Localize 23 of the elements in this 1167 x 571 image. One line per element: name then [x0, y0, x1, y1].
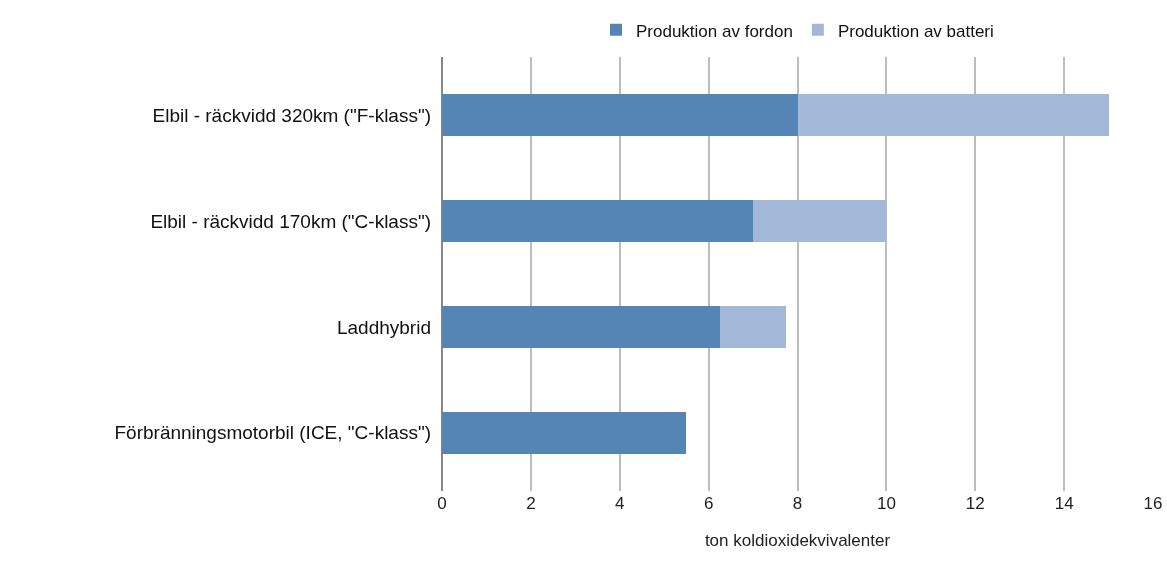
x-tick-label: 4 [615, 494, 625, 513]
x-axis-title: ton koldioxidekvivalenter [704, 531, 891, 551]
x-tick-label: 0 [437, 494, 447, 513]
x-tick-label: 2 [526, 494, 536, 513]
bar [719, 305, 787, 349]
x-tick-label: 14 [1054, 494, 1074, 513]
legend-label: Produktion av fordon [636, 21, 793, 41]
legend-label: Produktion av batteri [837, 21, 994, 41]
x-tick-label: 10 [876, 494, 896, 513]
x-tick-label: 6 [703, 494, 714, 513]
y-tick-label: Förbränningsmotorbil (ICE, "C-klass") [114, 422, 431, 444]
x-tick-label: 12 [965, 494, 985, 513]
bar [442, 305, 720, 349]
x-tick-label: 8 [792, 494, 803, 513]
bar [442, 199, 754, 243]
bar [442, 411, 687, 454]
bar [753, 199, 887, 243]
y-tick-label: Laddhybrid [336, 316, 431, 338]
bar [442, 94, 798, 137]
y-tick-label: Elbil - räckvidd 170km ("C-klass") [150, 210, 431, 232]
x-tick-label: 16 [1143, 494, 1163, 513]
bar [797, 94, 1109, 137]
y-tick-label: Elbil - räckvidd 320km ("F-klass") [152, 104, 431, 126]
